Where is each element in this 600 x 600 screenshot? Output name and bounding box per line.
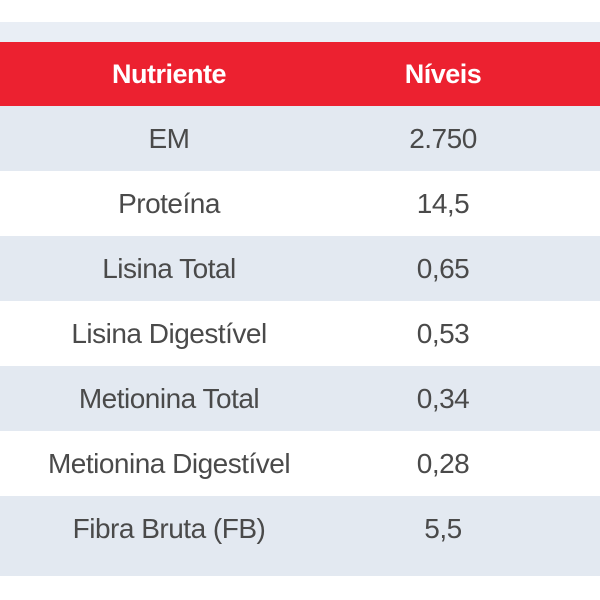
level-cell: 0,65	[416, 252, 470, 284]
bottom-band	[0, 561, 600, 576]
level-cell: 14,5	[416, 187, 470, 219]
nutrient-cell: Fibra Bruta (FB)	[72, 512, 266, 544]
nutrient-table: Nutriente Níveis EM 2.750 Proteína 14,5 …	[0, 42, 600, 561]
table-row: Metionina Digestível 0,28	[0, 431, 600, 496]
level-cell: 0,34	[416, 382, 470, 414]
nutrient-cell: Lisina Digestível	[71, 317, 267, 349]
level-cell: 2.750	[409, 122, 477, 154]
table-row: Fibra Bruta (FB) 5,5	[0, 496, 600, 561]
table-row: Metionina Total 0,34	[0, 366, 600, 431]
header-nutrient: Nutriente	[111, 58, 227, 89]
nutrient-cell: Metionina Total	[78, 382, 260, 414]
table-header-row: Nutriente Níveis	[0, 42, 600, 106]
table-row: Lisina Digestível 0,53	[0, 301, 600, 366]
header-levels: Níveis	[404, 58, 482, 89]
level-cell: 5,5	[424, 512, 462, 544]
table-row: EM 2.750	[0, 106, 600, 171]
level-cell: 0,28	[416, 447, 470, 479]
table-row: Proteína 14,5	[0, 171, 600, 236]
level-cell: 0,53	[416, 317, 470, 349]
nutrient-cell: Lisina Total	[102, 252, 236, 284]
nutrient-cell: EM	[148, 122, 191, 154]
table-row: Lisina Total 0,65	[0, 236, 600, 301]
nutrient-cell: Proteína	[118, 187, 220, 219]
top-band	[0, 22, 600, 42]
nutrient-cell: Metionina Digestível	[47, 447, 291, 479]
